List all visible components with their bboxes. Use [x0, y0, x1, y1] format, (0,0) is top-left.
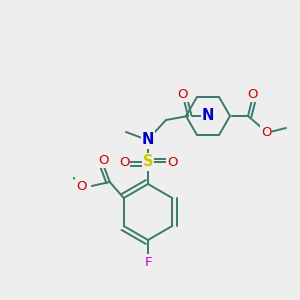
Text: F: F — [144, 256, 152, 268]
Text: O: O — [248, 88, 258, 100]
Text: N: N — [142, 133, 154, 148]
Text: O: O — [167, 155, 177, 169]
Text: S: S — [143, 154, 153, 169]
Text: O: O — [76, 179, 87, 193]
Text: O: O — [178, 88, 188, 100]
Text: O: O — [261, 125, 271, 139]
Text: O: O — [119, 155, 129, 169]
Text: O: O — [98, 154, 109, 166]
Text: N: N — [202, 109, 214, 124]
